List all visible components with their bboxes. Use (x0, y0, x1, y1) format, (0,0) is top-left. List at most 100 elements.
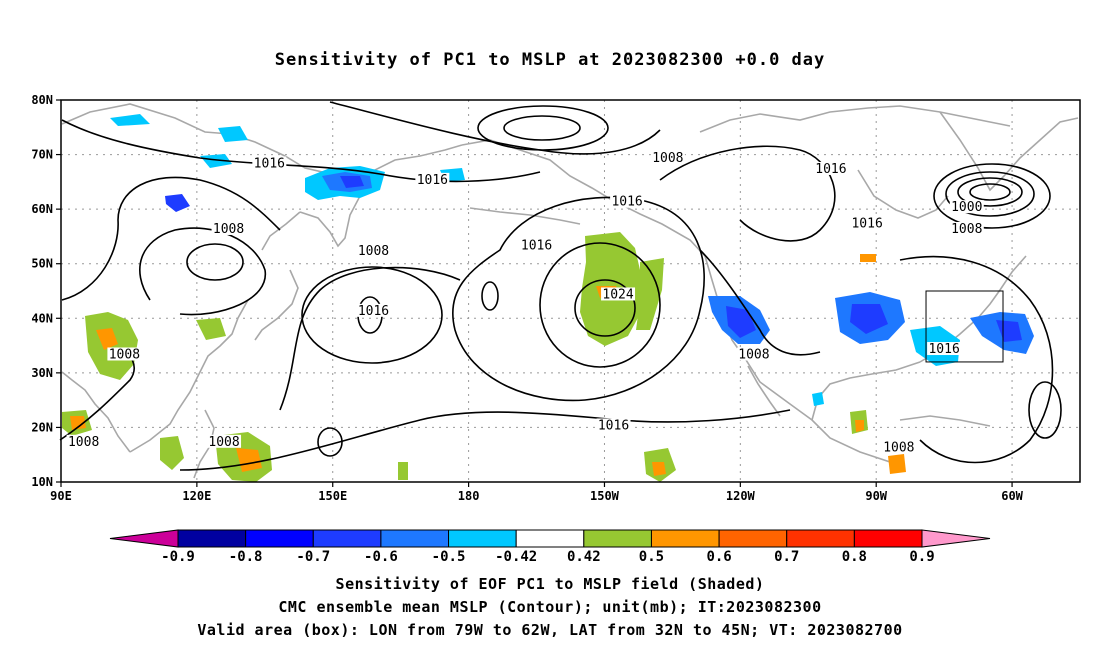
contour-label: 1000 (951, 200, 982, 215)
contour-label-bg (949, 221, 984, 235)
coast-caribbean (899, 415, 991, 427)
colorbar-segment (583, 529, 652, 548)
lon-tick-label: 90E (50, 489, 72, 503)
shade-pos-west-pac (398, 462, 408, 480)
contour-label: 1016 (815, 162, 846, 177)
contour-label-bg (650, 151, 685, 165)
contour-greenland-low-4 (933, 163, 1051, 229)
colorbar-segment (312, 529, 382, 548)
valid-area-box (925, 290, 1004, 363)
lat-tick-label: 70N (31, 148, 53, 162)
map-title: Sensitivity of PC1 to MSLP at 2023082300… (274, 50, 826, 70)
contour-label-bg (519, 238, 554, 252)
colorbar-label: -0.6 (364, 549, 398, 565)
contour-arctic-1016 (61, 119, 541, 183)
lon-tick-label: 150W (590, 489, 620, 503)
contour-west-pac-1016 (279, 266, 461, 411)
colorbar-label: -0.7 (296, 549, 330, 565)
contour-label: 1008 (652, 151, 683, 166)
contour-label: 1016 (851, 217, 882, 232)
contour-atlantic-high (1028, 381, 1062, 439)
shade-neg-mexico (812, 392, 824, 406)
shade-pos-caribbean (888, 454, 906, 474)
contour-label: 1016 (358, 304, 389, 319)
shade-pos-mexico-core (855, 420, 864, 432)
contour-label: 1016 (611, 195, 642, 210)
coast-asia-north (61, 103, 463, 177)
shade-neg-central-us-core (850, 304, 888, 334)
contour-alaska-small (481, 281, 499, 311)
contour-label-bg (927, 342, 962, 356)
contour-label: 1008 (208, 435, 239, 450)
coast-arctic-na (699, 105, 1011, 133)
shade-neg-arctic-1 (110, 114, 150, 126)
contour-label: 1008 (951, 222, 982, 237)
contour-aleutian-inner (503, 115, 581, 141)
colorbar-label: 0.6 (706, 549, 731, 565)
contour-label: 1008 (358, 244, 389, 259)
contour-tropical-1016 (179, 409, 791, 471)
colorbar: -0.9 -0.8 -0.7 -0.6 -0.5 -0.42 0.42 0.5 0.6 0.7 0.… (109, 529, 991, 565)
colorbar-low-arrow (109, 529, 179, 548)
contour-pacific-high-1024 (574, 279, 636, 337)
coast-korea-china (129, 299, 249, 453)
contour-atlantic-1016 (899, 255, 1054, 464)
axis-label-group: 90E 120E 150E 180 150W 120W 90W 60W 80N 70N 60N 50N… (31, 93, 1023, 503)
shade-neg-east-siberia (200, 154, 232, 168)
colorbar-segment (718, 529, 788, 548)
lat-tick-label: 60N (31, 202, 53, 216)
contour-label-bg (252, 156, 287, 170)
contour-label: 1016 (598, 418, 629, 433)
map-frame (60, 99, 1081, 483)
colorbar-segment (380, 529, 450, 548)
colorbar-segment (786, 529, 855, 548)
sensitivity-shading (62, 114, 1034, 482)
contour-label: 1024 (602, 287, 633, 302)
shade-pos-china-core (96, 328, 118, 350)
coast-kamchatka (299, 179, 373, 248)
coast-okhotsk (261, 211, 301, 251)
lon-tick-label: 120E (182, 489, 211, 503)
contour-label-bg (415, 172, 450, 186)
contour-label-bg (66, 434, 101, 448)
contour-label-bg (356, 303, 391, 317)
contour-label-bg (850, 216, 885, 230)
shade-neg-baikal (165, 194, 190, 212)
colorbar-label: -0.42 (495, 549, 537, 565)
contour-label-bg (610, 194, 645, 208)
contour-label: 1016 (417, 173, 448, 188)
coast-se-asia (61, 371, 131, 453)
contour-label: 1016 (254, 156, 285, 171)
contour-label: 1016 (521, 238, 552, 253)
contour-label-bg (736, 347, 771, 361)
colorbar-label: 0.7 (774, 549, 799, 565)
caption-line-2: CMC ensemble mean MSLP (Contour); unit(m… (278, 598, 822, 616)
lat-tick-label: 10N (31, 475, 53, 489)
colorbar-segment (177, 529, 247, 548)
contour-label: 1008 (738, 347, 769, 362)
coast-japan (254, 269, 299, 341)
contour-asia-outer (61, 176, 281, 301)
contour-label-bg (881, 440, 916, 454)
contour-label-bg (211, 221, 246, 235)
contour-arctic-1008 (329, 101, 661, 155)
contour-label-bg (596, 418, 631, 432)
contour-label: 1016 (928, 342, 959, 357)
colorbar-label: 0.42 (567, 549, 601, 565)
contour-greenland-low-3 (945, 171, 1035, 217)
contour-greenland-low-2 (957, 177, 1023, 207)
colorbar-label: -0.9 (161, 549, 195, 565)
colorbar-label: 0.9 (909, 549, 934, 565)
contour-pacific-high-1016 (452, 196, 705, 402)
contour-mongolia-low (186, 243, 244, 281)
shade-pos-bay-bengal-core (70, 416, 86, 430)
contour-na-trough (699, 249, 821, 356)
caption-line-3: Valid area (box): LON from 79W to 62W, L… (197, 621, 903, 639)
contour-greenland-low-1 (969, 183, 1011, 201)
coast-greenland (939, 111, 1079, 192)
shade-neg-siberia-deep (340, 176, 364, 188)
lon-tick-label: 180 (458, 489, 480, 503)
contour-label: 1008 (68, 435, 99, 450)
colorbar-label: 0.5 (639, 549, 664, 565)
